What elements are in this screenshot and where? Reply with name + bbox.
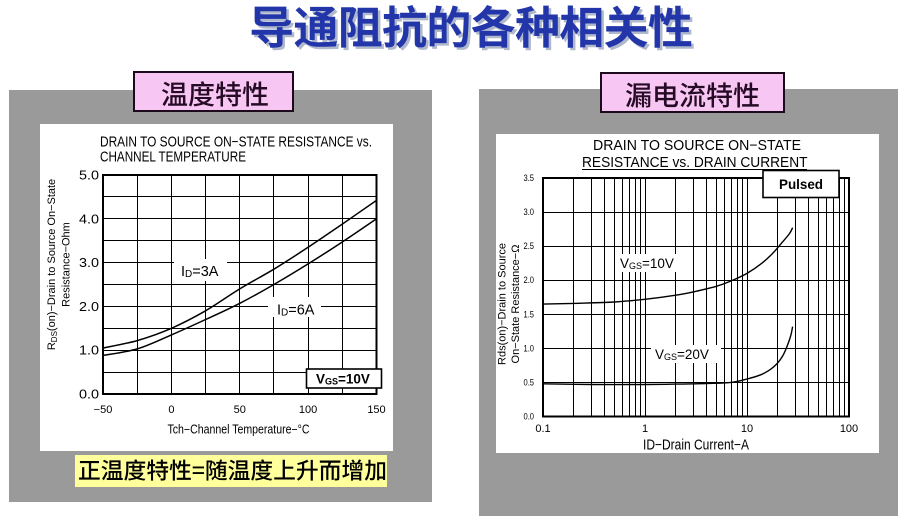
svg-text:Tch−Channel Temperature−°C: Tch−Channel Temperature−°C	[168, 423, 310, 437]
svg-text:10: 10	[741, 423, 753, 435]
svg-text:0.0: 0.0	[79, 387, 99, 402]
svg-text:DRAIN TO SOURCE ON−STATE RESIS: DRAIN TO SOURCE ON−STATE RESISTANCE vs.	[100, 135, 372, 151]
svg-text:VGS=10V: VGS=10V	[316, 372, 370, 387]
svg-text:50: 50	[234, 404, 246, 416]
svg-text:RESISTANCE vs. DRAIN CURRENT: RESISTANCE vs. DRAIN CURRENT	[582, 155, 808, 171]
svg-text:1.0: 1.0	[79, 343, 99, 358]
svg-text:DRAIN TO SOURCE ON−STATE: DRAIN TO SOURCE ON−STATE	[593, 138, 801, 154]
svg-text:2.0: 2.0	[524, 275, 535, 286]
svg-text:Resistance−Ohm: Resistance−Ohm	[61, 222, 73, 307]
svg-text:Rds(on)−Drain to Source: Rds(on)−Drain to Source	[497, 243, 509, 365]
svg-text:1.5: 1.5	[524, 309, 535, 320]
svg-text:0: 0	[168, 404, 174, 416]
svg-text:0.1: 0.1	[535, 423, 550, 435]
svg-text:CHANNEL TEMPERATURE: CHANNEL TEMPERATURE	[100, 150, 246, 166]
svg-text:VGS=20V: VGS=20V	[655, 347, 709, 362]
svg-text:On−State Resistance−Ω: On−State Resistance−Ω	[510, 245, 522, 364]
svg-text:4.0: 4.0	[79, 211, 99, 226]
svg-text:5.0: 5.0	[79, 168, 99, 183]
svg-text:1: 1	[642, 423, 648, 435]
svg-text:3.5: 3.5	[524, 173, 535, 184]
svg-text:ID−Drain Current−A: ID−Drain Current−A	[643, 438, 749, 454]
svg-text:3.0: 3.0	[79, 255, 99, 270]
svg-text:VGS=10V: VGS=10V	[620, 256, 674, 271]
svg-text:100: 100	[840, 423, 858, 435]
svg-text:RDS(on)−Drain to Source On−Sta: RDS(on)−Drain to Source On−State	[46, 179, 59, 350]
svg-text:100: 100	[299, 404, 317, 416]
svg-text:−50: −50	[94, 404, 113, 416]
svg-text:1.0: 1.0	[524, 343, 535, 354]
svg-text:0.5: 0.5	[524, 377, 535, 388]
svg-text:2.0: 2.0	[79, 299, 99, 314]
svg-text:150: 150	[367, 404, 385, 416]
svg-text:0.0: 0.0	[524, 412, 535, 423]
svg-text:2.5: 2.5	[524, 241, 535, 252]
svg-text:3.0: 3.0	[524, 207, 535, 218]
svg-text:Pulsed: Pulsed	[779, 176, 823, 192]
